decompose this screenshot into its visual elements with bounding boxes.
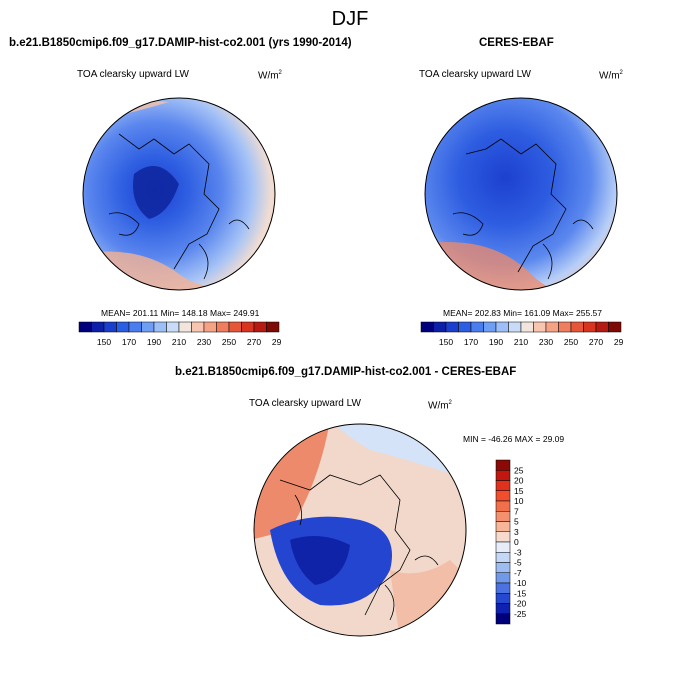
cb2-swatch: [558, 321, 572, 333]
cb3-swatch: [495, 552, 511, 563]
cb3-tick-label: -20: [514, 599, 527, 609]
cb2-tick-label: 150: [439, 337, 453, 347]
cb2-tick-label: 190: [489, 337, 503, 347]
cb2-swatch: [445, 321, 459, 333]
cb1-swatch: [253, 321, 267, 333]
cb3-tick-label: 10: [514, 496, 524, 506]
panel-3-units: W/m2: [428, 400, 452, 412]
cb3-tick-label: -15: [514, 588, 527, 598]
cb2-tick-label: 250: [564, 337, 578, 347]
panel-1-stats: MEAN= 201.11 Min= 148.18 Max= 249.91: [101, 308, 260, 318]
cb2-swatch: [433, 321, 447, 333]
cb2-swatch: [420, 321, 434, 333]
panel-2-title: CERES-EBAF: [479, 37, 554, 49]
cb3-tick-label: -5: [514, 558, 522, 568]
panel-1-field-label: TOA clearsky upward LW: [77, 69, 189, 80]
panel-3-field-label: TOA clearsky upward LW: [249, 398, 361, 409]
cb3-swatch: [495, 531, 511, 543]
cb2-swatch: [583, 321, 597, 333]
cb2-tick-label: 230: [539, 337, 553, 347]
cb1-tick-label: 230: [197, 337, 211, 347]
cb3-swatch: [495, 480, 511, 491]
panel-3-minmax: MIN = -46.26 MAX = 29.09: [463, 434, 565, 444]
cb3-swatch: [495, 541, 511, 553]
cb1-tick-label: 170: [122, 337, 136, 347]
panel-2-units: W/m2: [599, 70, 623, 82]
cb3-tick-label: -3: [514, 547, 522, 557]
cb2-swatch: [533, 321, 547, 333]
panel-3-map: [253, 423, 467, 637]
cb2-tick-label: 270: [589, 337, 603, 347]
cb1-swatch: [241, 321, 255, 333]
panel-2-field-label: TOA clearsky upward LW: [419, 69, 531, 80]
figure-title: DJF: [331, 8, 369, 30]
panel-2-colorbar: 150 170 190 210 230 250 270 290: [420, 321, 623, 347]
cb2-swatch: [570, 321, 584, 333]
cb3-tick-label: 3: [514, 527, 519, 537]
cb1-swatch: [153, 321, 167, 333]
cb2-swatch: [483, 321, 497, 333]
panel-1-map: [82, 97, 276, 291]
cb3-swatch: [495, 459, 511, 471]
cb3-swatch: [495, 562, 511, 573]
cb1-swatch: [116, 321, 130, 333]
cb1-swatch: [228, 321, 242, 333]
cb2-swatch: [608, 321, 622, 333]
cb3-swatch: [495, 603, 511, 614]
cb2-swatch: [595, 321, 609, 333]
cb1-swatch: [128, 321, 142, 333]
cb3-swatch: [495, 521, 511, 532]
cb1-swatch: [203, 321, 217, 333]
cb1-swatch: [178, 321, 192, 333]
cb3-swatch: [495, 593, 511, 604]
cb3-tick-label: 0: [514, 537, 519, 547]
cb3-tick-label: -7: [514, 568, 522, 578]
cb1-swatch: [216, 321, 230, 333]
cb1-tick-label: 290: [272, 337, 281, 347]
cb2-swatch: [458, 321, 472, 333]
panel-1-colorbar: 150 170 190 210 230 250 270 290: [78, 321, 281, 347]
cb3-tick-label: 20: [514, 476, 524, 486]
cb2-swatch: [520, 321, 534, 333]
panel-3-title: b.e21.B1850cmip6.f09_g17.DAMIP-hist-co2.…: [175, 366, 517, 378]
cb2-swatch: [495, 321, 509, 333]
cb1-swatch: [103, 321, 117, 333]
cb2-swatch: [545, 321, 559, 333]
cb2-tick-label: 290: [614, 337, 623, 347]
cb1-swatch: [78, 321, 92, 333]
cb3-tick-label: -25: [514, 609, 527, 619]
cb1-swatch: [141, 321, 155, 333]
cb3-tick-label: 15: [514, 486, 524, 496]
cb1-swatch: [191, 321, 205, 333]
cb3-swatch: [495, 613, 511, 625]
panel-2-map: [424, 97, 618, 291]
cb1-swatch: [91, 321, 105, 333]
cb3-tick-label: 7: [514, 506, 519, 516]
cb1-swatch: [266, 321, 280, 333]
cb1-tick-label: 250: [222, 337, 236, 347]
panel-1-units: W/m2: [258, 70, 282, 82]
cb1-tick-label: 270: [247, 337, 261, 347]
cb3-swatch: [495, 511, 511, 522]
cb3-swatch: [495, 572, 511, 584]
cb2-swatch: [508, 321, 522, 333]
cb1-tick-label: 210: [172, 337, 186, 347]
cb3-tick-label: -10: [514, 578, 527, 588]
cb3-tick-label: 25: [514, 465, 524, 475]
cb3-swatch: [495, 470, 511, 481]
cb2-swatch: [470, 321, 484, 333]
cb1-tick-label: 150: [97, 337, 111, 347]
panel-2-stats: MEAN= 202.83 Min= 161.09 Max= 255.57: [443, 308, 603, 318]
cb3-swatch: [495, 500, 511, 512]
cb1-swatch: [166, 321, 180, 333]
cb1-tick-label: 190: [147, 337, 161, 347]
panel-1-title: b.e21.B1850cmip6.f09_g17.DAMIP-hist-co2.…: [9, 37, 352, 49]
cb2-tick-label: 170: [464, 337, 478, 347]
cb3-tick-label: 5: [514, 517, 519, 527]
cb3-swatch: [495, 490, 511, 502]
cb3-swatch: [495, 582, 511, 594]
cb2-tick-label: 210: [514, 337, 528, 347]
